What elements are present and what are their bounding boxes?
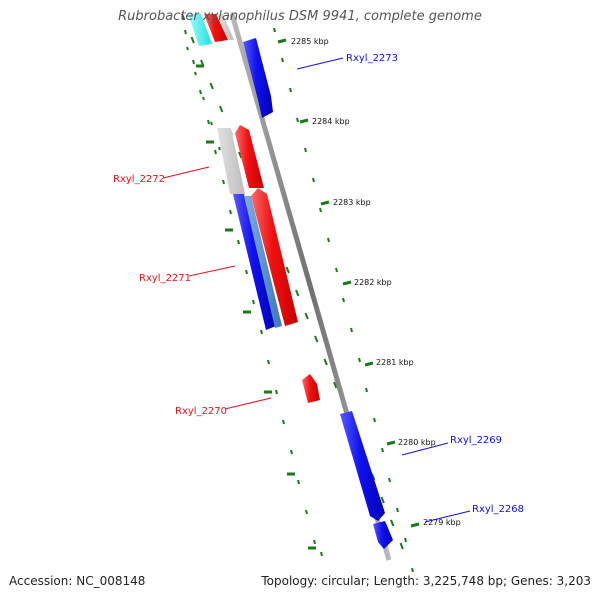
major-tick-2282 bbox=[342, 280, 352, 286]
topology-text: Topology: circular; Length: 3,225,748 bp… bbox=[261, 574, 591, 588]
major-tick-2285 bbox=[277, 38, 287, 44]
major-tick-2281 bbox=[364, 361, 374, 367]
kbp-label-2281: 2281 kbp bbox=[376, 358, 414, 367]
kbp-label-2280: 2280 kbp bbox=[398, 438, 436, 447]
gene-feature-rxyl-2271 bbox=[251, 188, 298, 326]
gene-label-rxyl-2272: Rxyl_2272 bbox=[113, 174, 165, 185]
gene-feature-top-red bbox=[204, 14, 228, 42]
major-tick-2283 bbox=[320, 200, 330, 206]
inner-tick-track-dots bbox=[186, 46, 221, 151]
gene-feature-rxyl-2271-blue bbox=[233, 194, 276, 330]
kbp-label-2285: 2285 kbp bbox=[291, 37, 329, 46]
inner-major-ticks bbox=[196, 64, 316, 550]
kbp-labels: 2285 kbp 2284 kbp 2283 kbp 2282 kbp 2281… bbox=[291, 37, 461, 527]
figure-title: Rubrobacter xylanophilus DSM 9941, compl… bbox=[118, 9, 482, 24]
kbp-label-2283: 2283 kbp bbox=[333, 198, 371, 207]
gene-feature-rxyl-2268 bbox=[373, 521, 393, 549]
major-tick-2284 bbox=[299, 118, 309, 124]
gene-feature-top-grey bbox=[217, 14, 234, 40]
gene-features bbox=[188, 14, 393, 549]
gene-feature-rxyl-2272-grey bbox=[217, 128, 245, 194]
gene-feature-rxyl-2272 bbox=[235, 125, 264, 188]
kbp-label-2279: 2279 kbp bbox=[423, 518, 461, 527]
outer-scale-track bbox=[273, 27, 414, 573]
gene-feature-rxyl-2269 bbox=[340, 411, 385, 521]
inner-track-dots bbox=[184, 29, 323, 557]
major-tick-2280 bbox=[386, 440, 396, 446]
gene-label-rxyl-2270: Rxyl_2270 bbox=[175, 406, 227, 417]
major-ticks bbox=[277, 38, 420, 528]
gene-feature-rxyl-2271-steel bbox=[244, 196, 282, 328]
gene-label-rxyl-2269: Rxyl_2269 bbox=[450, 435, 502, 446]
gene-label-rxyl-2268: Rxyl_2268 bbox=[472, 504, 524, 515]
accession-text: Accession: NC_008148 bbox=[9, 574, 146, 588]
kbp-label-2284: 2284 kbp bbox=[312, 117, 350, 126]
major-tick-2279 bbox=[410, 522, 420, 528]
gene-callouts: Rxyl_2273 Rxyl_2272 Rxyl_2271 Rxyl_2270 … bbox=[113, 53, 524, 523]
gene-label-rxyl-2271: Rxyl_2271 bbox=[139, 273, 191, 284]
gene-label-rxyl-2273: Rxyl_2273 bbox=[346, 53, 398, 64]
gene-feature-cyan bbox=[188, 14, 212, 46]
kbp-label-2282: 2282 kbp bbox=[354, 278, 392, 287]
gene-feature-rxyl-2270 bbox=[302, 374, 320, 403]
gene-feature-rxyl-2273 bbox=[243, 38, 273, 118]
